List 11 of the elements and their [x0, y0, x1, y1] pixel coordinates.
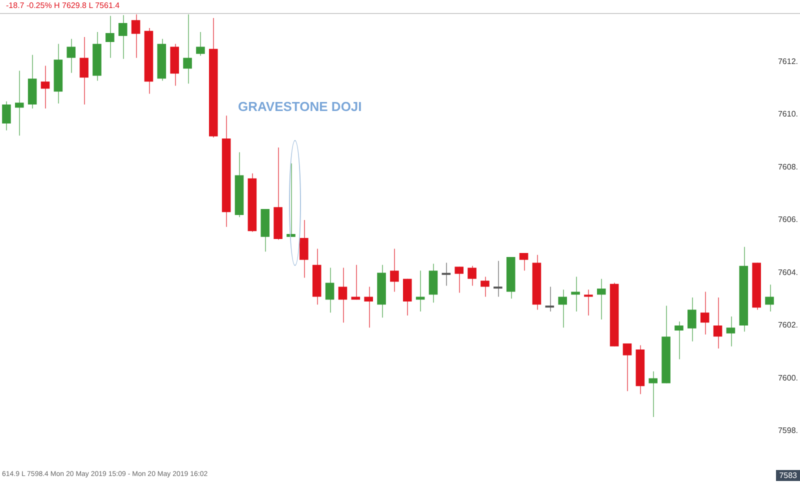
text: 7583	[776, 470, 800, 481]
y-tick-label: 7598.	[778, 426, 798, 436]
text: -18.7 -0.25% H 7629.8 L 7561.4	[6, 1, 120, 10]
annotation: GRAVESTONE DOJI	[238, 99, 362, 114]
y-tick-label: 7600.	[778, 373, 798, 382]
y-tick-label: 7604.	[778, 268, 798, 277]
y-tick-label: 7610.	[778, 110, 798, 119]
y-tick-label: 7612.	[778, 56, 798, 66]
y-tick-label: 7608.	[778, 162, 798, 172]
y-tick-label: 7606.	[778, 215, 798, 224]
y-tick-label: 7602.	[778, 320, 798, 330]
